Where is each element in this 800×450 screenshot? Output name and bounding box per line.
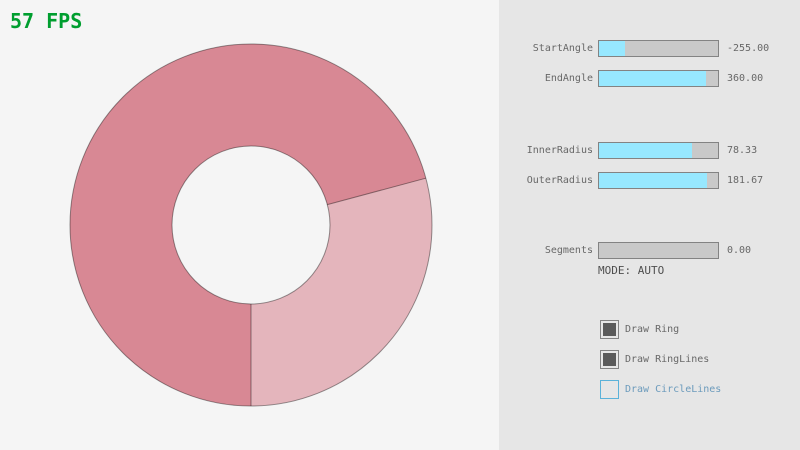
segments-label: Segments (544, 245, 593, 256)
innerradius-slider[interactable] (598, 142, 719, 159)
draw-circlelines-checkbox[interactable] (600, 380, 619, 399)
segments-slider[interactable] (598, 242, 719, 259)
outerradius-label: OuterRadius (526, 175, 593, 186)
startangle-slider[interactable] (598, 40, 719, 57)
draw-ringlines-checkbox[interactable] (600, 350, 619, 369)
endangle-slider[interactable] (598, 70, 719, 87)
innerradius-value: 78.33 (727, 145, 758, 156)
segments-row: Segments 0.00 (499, 242, 800, 259)
outerradius-slider-fill (599, 173, 708, 188)
check-mark-icon (603, 323, 616, 336)
endangle-row: EndAngle 360.00 (499, 70, 800, 87)
draw-circlelines-label: Draw CircleLines (625, 384, 722, 395)
innerradius-row: InnerRadius 78.33 (499, 142, 800, 159)
draw-ring-label: Draw Ring (625, 324, 680, 335)
mode-label: MODE: AUTO (598, 264, 665, 277)
check-mark-icon (603, 353, 616, 366)
outerradius-slider[interactable] (598, 172, 719, 189)
endangle-slider-fill (599, 71, 707, 86)
startangle-row: StartAngle -255.00 (499, 40, 800, 57)
endangle-value: 360.00 (727, 73, 764, 84)
controls-panel: StartAngle -255.00 EndAngle 360.00 Inner… (499, 0, 800, 450)
segments-value: 0.00 (727, 245, 752, 256)
startangle-label: StartAngle (532, 43, 593, 54)
draw-ringlines-label: Draw RingLines (625, 354, 710, 365)
startangle-value: -255.00 (727, 43, 770, 54)
outerradius-value: 181.67 (727, 175, 764, 186)
endangle-label: EndAngle (544, 73, 593, 84)
startangle-slider-fill (599, 41, 625, 56)
outerradius-row: OuterRadius 181.67 (499, 172, 800, 189)
fps-counter: 57 FPS (10, 9, 83, 33)
innerradius-label: InnerRadius (526, 145, 593, 156)
draw-ring-checkbox[interactable] (600, 320, 619, 339)
ring-chart (69, 43, 433, 407)
innerradius-slider-fill (599, 143, 693, 158)
